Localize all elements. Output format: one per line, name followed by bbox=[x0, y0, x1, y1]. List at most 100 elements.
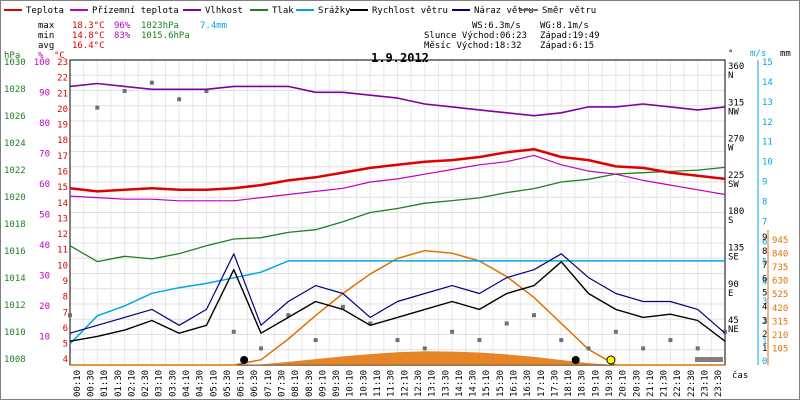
axis-solar-tick: 840 bbox=[772, 250, 788, 260]
axis-mm-tick: 9 bbox=[762, 233, 767, 243]
axis-time-tick: 01:10 bbox=[100, 370, 110, 397]
axis-ms-tick: 15 bbox=[762, 58, 773, 68]
wind-dir-point bbox=[149, 80, 154, 85]
wind-dir-point bbox=[695, 346, 700, 351]
legend-label: Rychlost větru bbox=[372, 6, 448, 16]
sun-set: Západ:19:49 bbox=[540, 31, 600, 41]
axis-temp-tick: 19 bbox=[57, 121, 68, 131]
stat-min-press: 1015.6hPa bbox=[141, 31, 190, 41]
axis-pct-tick: 20 bbox=[39, 302, 50, 312]
legend: Teplota Přízemní teplota Vlhkost Tlak Srážky… bbox=[4, 6, 596, 16]
stat-avg-temp: 16.4°C bbox=[72, 41, 105, 51]
axis-temp-tick: 18 bbox=[57, 136, 68, 146]
axis-hpa-tick: 1022 bbox=[4, 166, 26, 176]
axis-pct-tick: 100 bbox=[34, 58, 50, 68]
axis-ms-tick: 4 bbox=[762, 277, 767, 287]
axis-temp-tick: 9 bbox=[63, 277, 68, 287]
axis-time-tick: 11:30 bbox=[387, 370, 397, 397]
axis-ms-tick: 10 bbox=[762, 158, 773, 168]
axis-hpa-tick: 1028 bbox=[4, 85, 26, 95]
stats-block: max 18.3°C 96% 1023hPa 7.4mm min 14.8°C … bbox=[38, 21, 227, 51]
axis-time-tick: 12:30 bbox=[414, 370, 424, 397]
axis-time-tick: 01:30 bbox=[114, 370, 124, 397]
axis-solar-tick: 735 bbox=[772, 263, 788, 273]
wind-dir-point bbox=[450, 329, 455, 334]
axis-ms-tick: 14 bbox=[762, 78, 773, 88]
axis-pct-tick: 70 bbox=[39, 150, 50, 160]
moon-rise: Měsíc Východ:18:32 bbox=[424, 41, 522, 51]
axis-time-tick: 08:30 bbox=[305, 370, 315, 397]
axis-solar-tick: 525 bbox=[772, 290, 788, 300]
axis-temp-tick: 17 bbox=[57, 152, 68, 162]
wind-dir-point bbox=[259, 346, 264, 351]
axis-temp-tick: 8 bbox=[63, 293, 68, 303]
axis-time-tick: 14:30 bbox=[469, 370, 479, 397]
stat-max-rain: 7.4mm bbox=[200, 21, 227, 31]
axis-mm-tick: 6 bbox=[762, 275, 767, 285]
axis-time-tick: 17:30 bbox=[550, 370, 560, 397]
wind-dir-point bbox=[368, 321, 373, 326]
axis-hpa-tick: 1010 bbox=[4, 328, 26, 338]
axis-hpa-tick: 1020 bbox=[4, 193, 26, 203]
axis-mm-tick: 4 bbox=[762, 302, 767, 312]
wind-dir-point bbox=[668, 338, 673, 343]
axis-time-tick: 13:10 bbox=[428, 370, 438, 397]
axis-dir-name: SE bbox=[728, 253, 739, 263]
wind-dir-point bbox=[204, 89, 209, 94]
wind-dir-point bbox=[641, 346, 646, 351]
wind-ws: WS:6.3m/s bbox=[472, 21, 521, 31]
legend-label: Směr větru bbox=[542, 6, 596, 16]
sun-moon-block: WS:6.3m/s WG:8.1m/s Slunce Východ:06:23 … bbox=[424, 21, 600, 51]
axis-time-tick: 22:30 bbox=[687, 370, 697, 397]
stat-max-press: 1023hPa bbox=[141, 21, 179, 31]
axis-time-tick: 00:10 bbox=[73, 370, 83, 397]
stat-max-hum: 96% bbox=[114, 21, 131, 31]
wind-dir-point bbox=[559, 338, 564, 343]
axis-temp-tick: 4 bbox=[63, 355, 68, 365]
stat-min-temp: 14.8°C bbox=[72, 31, 105, 41]
axis-time-tick: 12:10 bbox=[400, 370, 410, 397]
axis-hpa-tick: 1008 bbox=[4, 355, 26, 365]
axis-temp-tick: 5 bbox=[63, 340, 68, 350]
axis-ms-tick: 6 bbox=[762, 237, 767, 247]
axis-hpa-tick: 1014 bbox=[4, 274, 26, 284]
axis-temp-tick: 6 bbox=[63, 324, 68, 334]
axis-solar-tick: 630 bbox=[772, 277, 788, 287]
axis-dir-title: ° bbox=[728, 49, 733, 59]
axis-temp-tick: 10 bbox=[57, 261, 68, 271]
axis-time-tick: 05:30 bbox=[223, 370, 233, 397]
axis-time-tick: 16:30 bbox=[523, 370, 533, 397]
axis-time-tick: 06:30 bbox=[250, 370, 260, 397]
axis-dir-name: S bbox=[728, 216, 733, 226]
axis-temp-title: °C bbox=[54, 51, 65, 61]
axis-time-tick: 22:10 bbox=[673, 370, 683, 397]
axis-time-tick: 07:30 bbox=[278, 370, 288, 397]
axis-temp-tick: 22 bbox=[57, 74, 68, 84]
axis-time-tick: 15:30 bbox=[496, 370, 506, 397]
axis-mm-tick: 7 bbox=[762, 261, 767, 271]
axis-mm-tick: 2 bbox=[762, 330, 767, 340]
axis-pct-tick: 30 bbox=[39, 272, 50, 282]
axis-solar-tick: 945 bbox=[772, 236, 788, 246]
axis-time-tick: 17:10 bbox=[537, 370, 547, 397]
axis-time-tick: 09:10 bbox=[318, 370, 328, 397]
sun-set-marker bbox=[606, 355, 616, 365]
axis-time-tick: 18:10 bbox=[564, 370, 574, 397]
axis-time-tick: 21:10 bbox=[646, 370, 656, 397]
axis-ms-tick: 13 bbox=[762, 98, 773, 108]
moon-rise-marker bbox=[571, 356, 580, 364]
axis-dir-tick: 315 bbox=[728, 98, 744, 108]
axis-time-tick: 03:30 bbox=[168, 370, 178, 397]
legend-label: Srážky bbox=[318, 6, 351, 16]
axis-dir-tick: 270 bbox=[728, 135, 744, 145]
wind-dir-point bbox=[68, 313, 72, 318]
axis-temp-tick: 16 bbox=[57, 167, 68, 177]
axis-ms-tick: 8 bbox=[762, 198, 767, 208]
axis-dir-name: NW bbox=[728, 107, 739, 117]
axis-time-tick: 07:10 bbox=[264, 370, 274, 397]
series-temp bbox=[69, 147, 726, 193]
chart-title: 1.9.2012 bbox=[371, 51, 429, 65]
axis-time-tick: 08:10 bbox=[291, 370, 301, 397]
axis-hpa-tick: 1018 bbox=[4, 220, 26, 230]
